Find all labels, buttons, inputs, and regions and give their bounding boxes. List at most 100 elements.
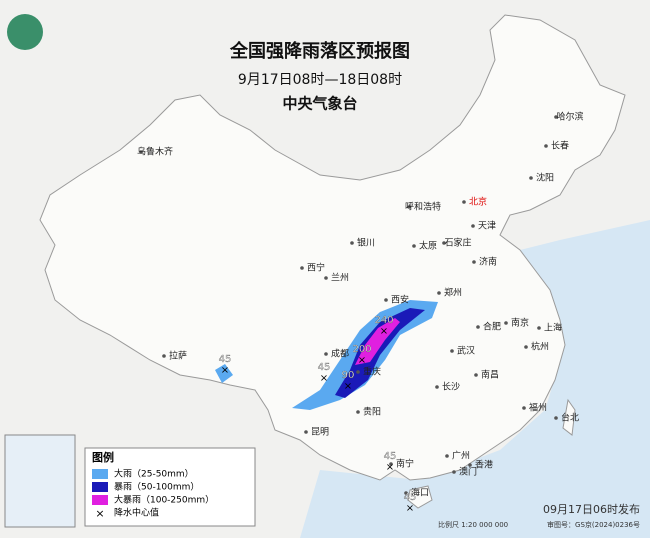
rain-center-marker: × (221, 365, 229, 376)
sea (300, 220, 650, 538)
issue-time: 09月17日06时发布 (543, 502, 640, 516)
city-label: 哈尔滨 (556, 111, 583, 123)
city-dot (522, 406, 526, 410)
city-label: 西宁 (307, 262, 325, 274)
legend-swatch (92, 482, 108, 492)
city-dot (435, 385, 439, 389)
legend-label: 暴雨（50-100mm） (114, 482, 199, 493)
city-dot (356, 410, 360, 414)
south-sea-inset (4, 434, 76, 528)
city-label: 济南 (479, 256, 497, 268)
logo (7, 14, 43, 50)
city-label: 银川 (357, 237, 375, 249)
city-dot (452, 470, 456, 474)
city-label: 成都 (331, 348, 349, 360)
rain-center-value: 45 (404, 492, 417, 503)
legend-box (84, 447, 256, 527)
city-dot (384, 298, 388, 302)
city-dot (504, 321, 508, 325)
legend-swatch (92, 469, 108, 479)
city-label: 郑州 (444, 287, 462, 299)
city-dot (554, 416, 558, 420)
city-label: 南京 (511, 317, 529, 329)
rainstorm-area (335, 308, 425, 398)
city-label: 兰州 (331, 272, 349, 284)
legend-label: 大雨（25-50mm） (114, 468, 194, 480)
city-label: 乌鲁木齐 (137, 146, 173, 158)
city-label: 长春 (551, 140, 569, 152)
city-label: 西安 (391, 294, 409, 306)
city-dot (412, 244, 416, 248)
rain-center-value: 200 (352, 344, 371, 355)
city-dot (324, 352, 328, 356)
city-dot (544, 144, 548, 148)
city-label: 合肥 (483, 321, 501, 333)
city-label: 北京 (469, 196, 487, 208)
city-dot (350, 241, 354, 245)
city-label: 台北 (561, 412, 579, 424)
city-dot (524, 345, 528, 349)
map-title: 全国强降雨落区预报图 (229, 40, 410, 62)
city-dot (476, 325, 480, 329)
city-dot (404, 491, 408, 495)
city-dot (537, 326, 541, 330)
city-label: 武汉 (457, 345, 475, 357)
city-dot (407, 205, 411, 209)
severe-rainstorm-area (355, 318, 400, 365)
city-label: 天津 (478, 221, 496, 232)
city-label: 沈阳 (536, 172, 554, 184)
rain-center-value: 45 (318, 362, 331, 373)
city-label: 呼和浩特 (405, 201, 441, 213)
city-dot (389, 462, 393, 466)
city-dot (356, 370, 360, 374)
rain-center-marker: × (406, 503, 414, 514)
city-label: 重庆 (363, 366, 381, 378)
city-label: 福州 (529, 402, 547, 414)
city-label: 石家庄 (444, 237, 471, 249)
rain-center-value: 240 (374, 315, 393, 326)
taiwan (562, 398, 576, 436)
rain-center-marker: × (344, 381, 352, 392)
city-dot (139, 150, 143, 154)
city-label: 拉萨 (169, 350, 187, 362)
city-dot (304, 430, 308, 434)
issuer: 中央气象台 (282, 95, 357, 113)
rain-center-value: 90 (342, 370, 355, 381)
legend-title: 图例 (92, 450, 114, 464)
legend-swatch (92, 495, 108, 505)
city-label: 太原 (419, 240, 437, 252)
city-dot (529, 176, 533, 180)
city-dot (300, 266, 304, 270)
rain-center-value: 45 (219, 354, 232, 365)
rain-center-marker: × (386, 462, 394, 473)
city-label: 海口 (411, 487, 429, 499)
legend-marker: × (95, 507, 104, 520)
city-label: 贵阳 (363, 406, 381, 418)
city-label: 香港 (475, 459, 493, 471)
city-label: 上海 (544, 322, 562, 334)
rain-center-marker: × (380, 326, 388, 337)
hainan (407, 485, 433, 509)
city-label: 广州 (452, 450, 470, 462)
city-label: 昆明 (311, 427, 329, 438)
city-dot (462, 200, 466, 204)
city-dot (162, 354, 166, 358)
city-dot (474, 373, 478, 377)
city-dot (450, 349, 454, 353)
city-dot (468, 463, 472, 467)
city-dot (324, 276, 328, 280)
city-dot (437, 291, 441, 295)
city-label: 长沙 (442, 381, 460, 393)
rain-center-marker: × (358, 355, 366, 366)
city-dot (471, 224, 475, 228)
city-dot (472, 260, 476, 264)
city-label: 澳门 (459, 466, 477, 478)
city-label: 南昌 (481, 369, 499, 381)
city-label: 南宁 (396, 458, 414, 470)
rain-center-marker: × (320, 373, 328, 384)
legend-label: 降水中心值 (114, 507, 159, 519)
city-label: 杭州 (531, 341, 549, 353)
rain-center-value: 45 (384, 451, 397, 462)
map-subtitle: 9月17日08时—18日08时 (238, 72, 402, 88)
